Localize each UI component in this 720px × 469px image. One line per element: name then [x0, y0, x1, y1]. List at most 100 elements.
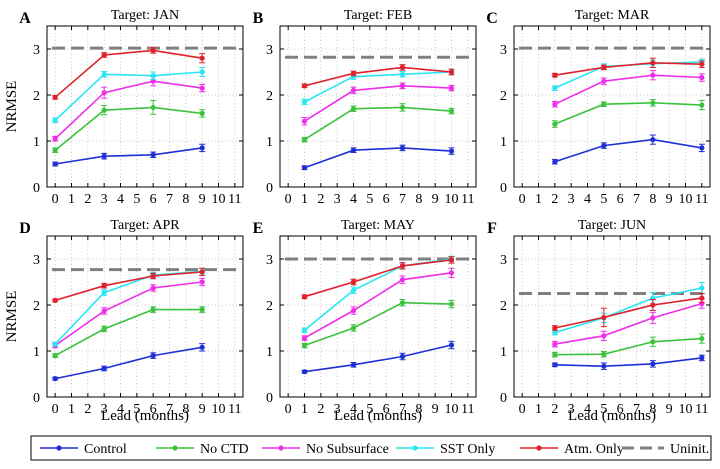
panel-title: Target: APR — [110, 218, 180, 233]
x-tick-label: 8 — [182, 402, 189, 417]
x-tick-label: 6 — [150, 192, 157, 207]
data-point — [601, 314, 607, 321]
legend-marker — [412, 445, 418, 451]
y-tick-label: 1 — [266, 345, 273, 360]
y-tick-label: 3 — [266, 43, 273, 58]
legend-item-atm-only: Atm. Only — [520, 442, 624, 457]
x-tick-label: 2 — [317, 402, 324, 417]
data-point — [150, 307, 156, 313]
legend-marker — [56, 445, 62, 451]
series-control — [551, 134, 705, 165]
x-tick-label: 0 — [52, 192, 59, 207]
x-tick-label: 6 — [383, 402, 390, 417]
x-tick-label: 4 — [584, 402, 591, 417]
data-point — [199, 279, 205, 285]
series-line — [304, 147, 452, 169]
x-tick-label: 1 — [301, 402, 308, 417]
x-axis-label: Lead (months) — [568, 408, 656, 424]
data-point — [199, 145, 205, 151]
data-point — [448, 69, 455, 75]
x-tick-label: 11 — [461, 402, 474, 417]
y-tick-label: 2 — [33, 299, 40, 314]
data-point — [399, 104, 406, 111]
x-tick-label: 0 — [285, 192, 292, 207]
series-no-ctd — [551, 99, 705, 128]
series-line — [54, 49, 203, 98]
y-tick-label: 0 — [33, 181, 40, 196]
x-tick-label: 8 — [649, 192, 656, 207]
data-point — [350, 87, 357, 93]
data-point — [699, 74, 705, 81]
legend-label: SST Only — [440, 442, 495, 457]
data-point — [448, 85, 455, 91]
data-point — [552, 325, 558, 331]
data-point — [650, 315, 656, 321]
data-point — [52, 136, 58, 142]
series-no-ctd — [52, 100, 206, 153]
x-tick-label: 2 — [551, 192, 558, 207]
data-point — [52, 341, 58, 347]
data-point — [350, 325, 357, 331]
data-point — [150, 285, 156, 291]
series-no-subsurface — [301, 82, 455, 126]
x-tick-label: 5 — [133, 192, 140, 207]
series-no-subsurface — [52, 76, 206, 142]
y-tick-label: 1 — [500, 135, 507, 150]
panel-letter: A — [19, 10, 31, 27]
x-tick-label: 1 — [535, 192, 542, 207]
panel-title: Target: FEB — [344, 8, 412, 23]
panel-title: Target: JAN — [111, 8, 179, 23]
series-no-subsurface — [551, 70, 705, 108]
series-control — [301, 144, 455, 171]
data-point — [552, 159, 558, 165]
series-no-subsurface — [551, 298, 705, 348]
series-line — [54, 106, 203, 151]
data-point — [150, 353, 156, 359]
data-point — [650, 100, 656, 106]
legend-item-control: Control — [40, 442, 127, 457]
y-tick-label: 2 — [500, 299, 507, 314]
x-tick-label: 2 — [84, 192, 91, 207]
data-point — [52, 117, 58, 123]
series-no-subsurface — [301, 267, 455, 341]
data-point — [448, 257, 455, 263]
x-axis-label: Lead (months) — [101, 408, 189, 424]
series-atm-only — [551, 57, 705, 78]
series-no-ctd — [301, 298, 455, 349]
data-point — [650, 137, 656, 143]
x-tick-label: 6 — [383, 192, 390, 207]
data-point — [101, 289, 107, 296]
x-tick-label: 0 — [285, 402, 292, 417]
legend-box — [30, 435, 712, 461]
x-tick-label: 1 — [301, 192, 308, 207]
plot-frame — [513, 25, 711, 188]
panel-title: Target: JUN — [578, 218, 646, 233]
x-tick-label: 9 — [432, 402, 439, 417]
data-point — [601, 351, 607, 357]
legend-item-uninit: Uninit. — [622, 442, 709, 457]
panel-letter: D — [19, 220, 31, 237]
series-line — [554, 297, 702, 329]
data-point — [52, 353, 58, 359]
legend-item-no-ctd: No CTD — [156, 442, 249, 457]
x-tick-label: 7 — [633, 402, 640, 417]
y-tick-label: 0 — [266, 181, 273, 196]
data-point — [448, 301, 455, 307]
x-tick-label: 0 — [52, 402, 59, 417]
x-tick-label: 5 — [133, 402, 140, 417]
series-line — [54, 71, 203, 121]
x-tick-label: 8 — [182, 192, 189, 207]
x-tick-label: 3 — [101, 402, 108, 417]
y-tick-label: 0 — [500, 391, 507, 406]
x-tick-label: 0 — [519, 192, 526, 207]
x-tick-label: 3 — [334, 402, 341, 417]
data-point — [101, 71, 107, 77]
plot-frame — [279, 25, 477, 188]
y-tick-label: 0 — [33, 391, 40, 406]
data-point — [350, 147, 357, 153]
y-tick-label: 2 — [266, 299, 273, 314]
data-point — [699, 335, 705, 342]
series-line — [304, 259, 452, 298]
data-point — [699, 61, 705, 67]
y-tick-label: 2 — [266, 89, 273, 104]
